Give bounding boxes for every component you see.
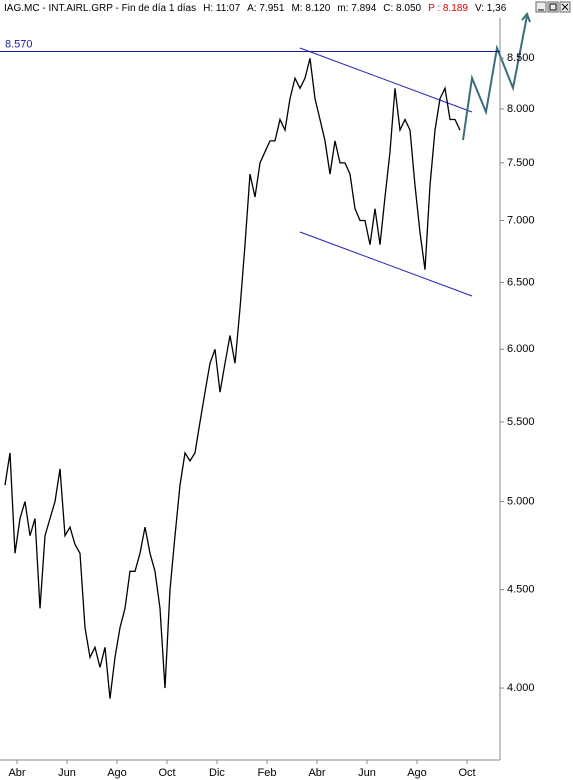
info-field: V: 1,36	[475, 3, 507, 14]
x-tick-label: Jun	[358, 767, 376, 779]
info-field: M: 8.120	[291, 3, 330, 14]
x-tick-label: Ago	[407, 767, 427, 779]
y-tick-label: 5.500	[507, 416, 535, 428]
y-tick-label: 5.000	[507, 496, 535, 508]
x-tick-label: Abr	[308, 767, 325, 779]
minimize-button[interactable]	[535, 1, 547, 13]
x-tick-label: Ago	[107, 767, 127, 779]
x-tick-label: Dic	[209, 767, 225, 779]
y-tick-label: 6.500	[507, 276, 535, 288]
y-tick-label: 4.000	[507, 682, 535, 694]
info-field: A: 7.951	[247, 3, 285, 14]
info-field: m: 7.894	[337, 3, 376, 14]
y-tick-label: 7.500	[507, 157, 535, 169]
maximize-button[interactable]	[547, 1, 559, 13]
y-tick-label: 8.000	[507, 103, 535, 115]
x-tick-label: Jun	[58, 767, 76, 779]
y-tick-label: 8.500	[507, 52, 535, 64]
price-line	[4, 58, 461, 699]
info-field: C: 8.050	[383, 3, 421, 14]
reference-label: 8.570	[5, 38, 33, 50]
maximize-icon	[549, 3, 557, 11]
y-tick-label: 7.000	[507, 214, 535, 226]
info: H: 11:07 A: 7.951 M: 8.120 m: 7.894 C: 8.050…	[203, 3, 507, 14]
window-buttons	[535, 1, 571, 13]
projection-arrow	[521, 12, 531, 23]
lower-trend-line	[299, 231, 473, 297]
info-field: H: 11:07	[203, 3, 240, 14]
upper-trend-line	[299, 47, 473, 113]
y-tick-label: 4.500	[507, 584, 535, 596]
info-field: P : 8.189	[428, 3, 468, 14]
x-tick-label: Oct	[458, 767, 475, 779]
projection	[462, 12, 531, 141]
channel-lines	[299, 47, 473, 297]
y-tick-label: 6.000	[507, 343, 535, 355]
x-tick-label: Feb	[258, 767, 277, 779]
x-tick-label: Abr	[8, 767, 25, 779]
chart-title: IAG.MC - INT.AIRL.GRP - Fin de día 1 día…	[4, 3, 196, 14]
close-icon	[561, 3, 569, 11]
x-tick-label: Oct	[158, 767, 175, 779]
header: IAG.MC - INT.AIRL.GRP - Fin de día 1 día…	[4, 3, 507, 14]
projection-path	[462, 15, 528, 141]
